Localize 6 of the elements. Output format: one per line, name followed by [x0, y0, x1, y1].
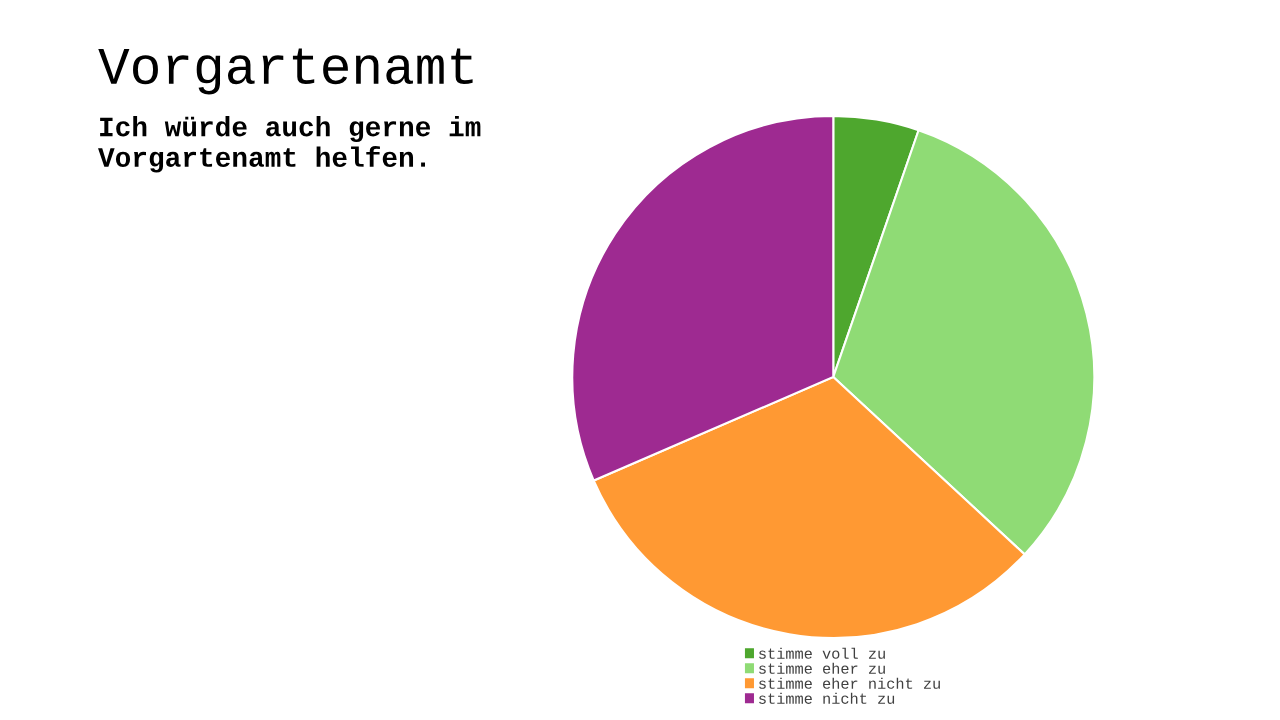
legend-label: stimme voll zu — [759, 647, 885, 659]
legend-label: stimme eher zu — [759, 662, 885, 674]
chart-title: Vorgartenamt — [98, 48, 473, 95]
legend-label: stimme eher nicht zu — [759, 677, 940, 689]
text: Ich würde auch gerne im Vorgartenamt helfen. — [98, 116, 481, 173]
legend-label: stimme nicht zu — [759, 692, 895, 704]
